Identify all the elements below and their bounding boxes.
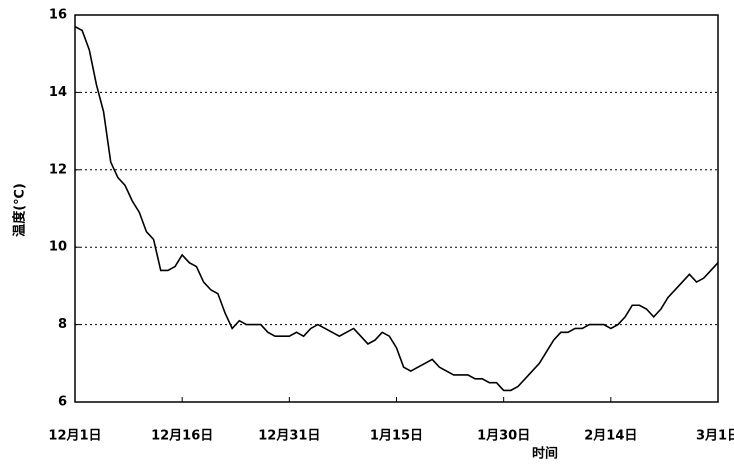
x-tick-label: 1月15日 <box>370 429 423 444</box>
y-tick-label: 8 <box>58 317 67 332</box>
x-tick-label: 12月16日 <box>151 429 213 444</box>
y-tick-label: 10 <box>49 240 67 255</box>
x-tick-label: 12月31日 <box>258 429 320 444</box>
x-axis-label: 时间 <box>532 446 558 462</box>
y-tick-label: 14 <box>49 85 67 100</box>
y-tick-label: 6 <box>58 395 67 410</box>
plot-frame <box>74 14 719 403</box>
y-axis-label: 温度(℃) <box>12 183 28 237</box>
y-tick-label: 12 <box>49 162 67 177</box>
y-tick-label: 16 <box>49 8 67 23</box>
x-tick-label: 3月1日 <box>696 429 734 444</box>
x-tick-label: 12月1日 <box>48 429 101 444</box>
line <box>74 25 719 392</box>
x-tick-label: 1月30日 <box>477 429 530 444</box>
x-tick-label: 2月14日 <box>584 429 637 444</box>
